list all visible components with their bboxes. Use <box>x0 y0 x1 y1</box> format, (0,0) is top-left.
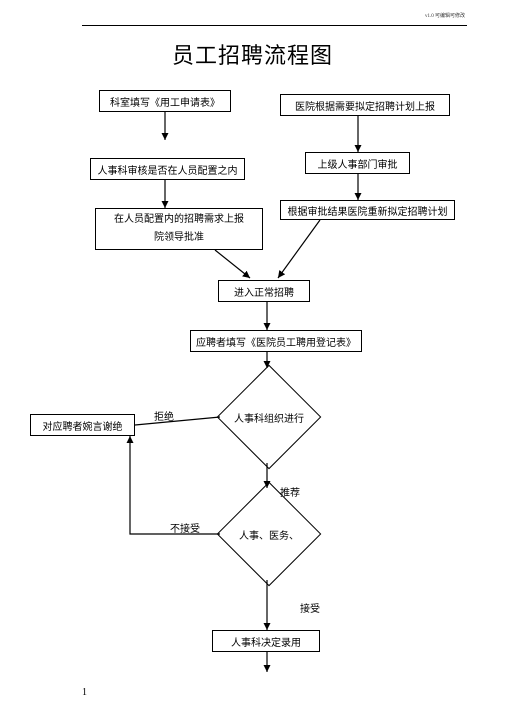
node-dept-fill-form: 科室填写《用工申请表》 <box>99 90 231 112</box>
page: v1.0 可编辑可修改 员工招聘流程图 科室填写《用工申请表》 医院根据需要拟定… <box>0 0 505 714</box>
label-not-accept: 不接受 <box>170 520 200 535</box>
node-within-quota-line2: 院领导批准 <box>154 229 204 247</box>
node-superior-hr-approve: 上级人事部门审批 <box>305 152 410 174</box>
page-number: 1 <box>82 687 87 698</box>
page-title: 员工招聘流程图 <box>0 38 505 70</box>
node-enter-normal-recruit: 进入正常招聘 <box>218 280 310 302</box>
node-applicant-fill-form: 应聘者填写《医院员工聘用登记表》 <box>190 330 362 352</box>
node-hospital-plan: 医院根据需要拟定招聘计划上报 <box>280 94 450 116</box>
decision-hr-medical-label: 人事、医务、 <box>232 497 306 571</box>
edge-n5-to-n7 <box>215 250 250 278</box>
decision-hr-organize-label: 人事科组织进行 <box>232 380 306 454</box>
node-within-quota-line1: 在人员配置内的招聘需求上报 <box>114 211 244 229</box>
node-politely-decline: 对应聘者婉言谢绝 <box>30 414 135 436</box>
label-accept: 接受 <box>300 600 320 615</box>
node-hr-review-quota: 人事科审核是否在人员配置之内 <box>90 158 245 180</box>
label-reject: 拒绝 <box>154 408 174 423</box>
header-rule <box>82 25 467 26</box>
label-recommend: 推荐 <box>280 484 300 499</box>
header-tiny-text: v1.0 可编辑可修改 <box>425 12 465 19</box>
node-within-quota-report: 在人员配置内的招聘需求上报 院领导批准 <box>95 208 263 250</box>
node-hr-decide-hire: 人事科决定录用 <box>212 630 320 652</box>
decision-hr-medical: 人事、医务、 <box>232 497 306 571</box>
node-revise-plan: 根据审批结果医院重新拟定招聘计划 <box>280 200 455 220</box>
edge-n6-to-n7 <box>278 220 320 278</box>
decision-hr-organize: 人事科组织进行 <box>232 380 306 454</box>
edge-d1-left <box>135 417 220 425</box>
